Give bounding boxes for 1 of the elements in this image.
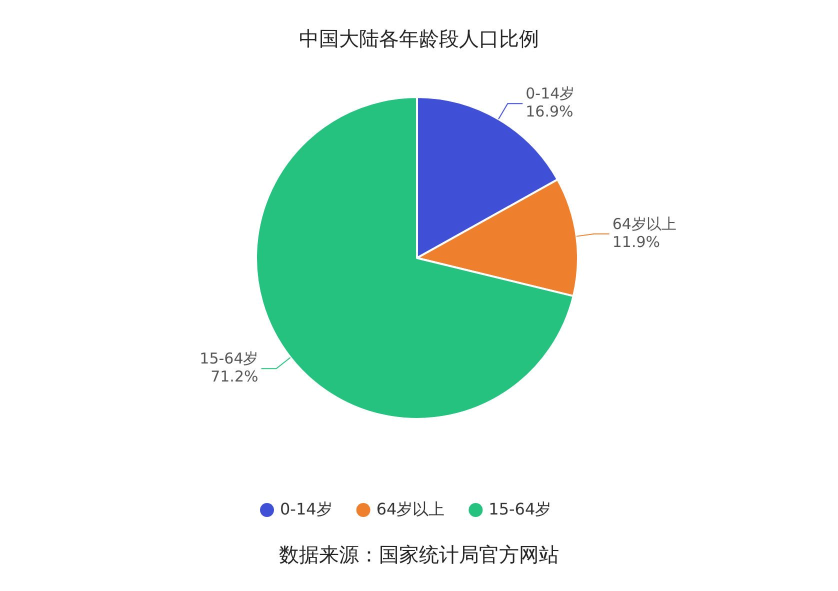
title: 中国大陆各年龄段人口比例 [299,26,539,50]
